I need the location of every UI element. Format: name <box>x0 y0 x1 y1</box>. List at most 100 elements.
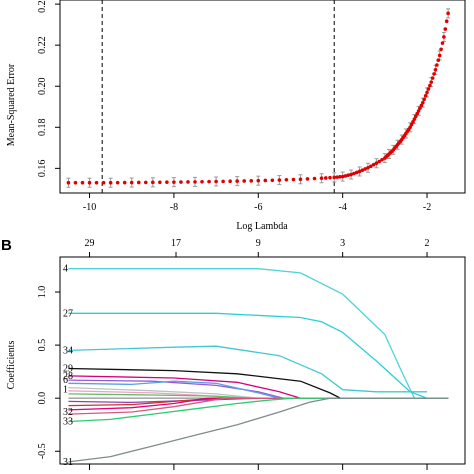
cv-point <box>419 103 424 108</box>
coef-variable-label: 6 <box>63 375 68 386</box>
cv-point <box>368 164 373 169</box>
cv-point <box>338 175 342 179</box>
cv-point <box>435 63 439 67</box>
cv-point <box>108 180 113 185</box>
coef-top-tick-label: 17 <box>171 238 181 249</box>
cv-point <box>129 180 134 185</box>
coef-y-axis-label: Coefficients <box>6 341 17 390</box>
cv-point <box>165 180 169 184</box>
panel-label-b: B <box>1 237 12 254</box>
cv-point <box>411 120 415 124</box>
cv-point <box>409 122 414 127</box>
coef-variable-label: 34 <box>63 345 73 356</box>
cv-point <box>446 11 450 16</box>
cv-y-tick-label: 0.20 <box>37 77 48 95</box>
cv-point <box>284 177 289 182</box>
cv-point <box>425 90 429 95</box>
coef-path <box>68 367 449 399</box>
coef-variable-label: 33 <box>63 417 73 428</box>
cv-x-tick-label: -4 <box>338 202 346 213</box>
coef-x-axis <box>89 464 428 470</box>
cv-point <box>270 178 275 183</box>
cv-point <box>73 180 78 185</box>
coef-top-axis: 29 17 9 3 2 <box>85 238 430 257</box>
cv-point <box>122 180 127 185</box>
coef-top-tick-label: 2 <box>425 238 430 249</box>
cv-y-axis-label: Mean-Squared Error <box>6 63 17 146</box>
cv-point <box>328 175 332 180</box>
cv-point <box>416 109 421 113</box>
cv-point <box>179 180 183 184</box>
cv-point <box>242 179 247 183</box>
cv-y-tick-label: 0.16 <box>37 160 48 178</box>
cv-point <box>143 180 148 185</box>
cv-point <box>298 177 303 182</box>
coef-variable-label: 29 <box>63 363 73 374</box>
cv-point <box>354 170 359 175</box>
coef-y-tick-label: 0.5 <box>37 339 48 352</box>
cv-point <box>235 179 239 183</box>
cv-point <box>335 175 339 179</box>
cv-point <box>413 114 418 119</box>
cv-point <box>436 58 441 63</box>
cv-point <box>312 176 317 181</box>
coef-path <box>68 312 449 399</box>
cv-point <box>305 177 310 181</box>
cv-point <box>115 180 120 185</box>
cv-point <box>263 178 268 183</box>
cv-point <box>408 125 412 130</box>
cv-point <box>363 167 367 171</box>
coef-top-tick-label: 9 <box>256 238 261 249</box>
cv-point <box>66 180 71 185</box>
coef-variable-label: 4 <box>63 264 68 275</box>
cv-point <box>349 172 353 177</box>
cv-point <box>418 106 422 110</box>
cv-plot-frame <box>59 0 466 194</box>
cv-point <box>377 159 382 164</box>
coef-top-tick-label: 29 <box>85 238 95 249</box>
cv-point <box>332 175 337 180</box>
cv-x-tick-label: -2 <box>423 202 431 213</box>
coef-path <box>68 345 427 393</box>
cv-point <box>371 162 376 167</box>
coef-y-tick-label: 1.0 <box>37 286 48 299</box>
cv-point <box>421 100 425 105</box>
coef-y-axis: -0.5 0.0 0.5 1.0 <box>37 286 60 459</box>
cv-point <box>426 87 431 91</box>
cv-point <box>346 173 351 178</box>
cv-x-axis: -10 -8 -6 -4 -2 <box>83 193 431 213</box>
cv-y-tick-label: 0.18 <box>37 119 48 137</box>
cv-error-panel: 0.16 0.18 0.20 0.22 0.24 -10 -8 -6 -4 -2 Mean-Sq… <box>6 0 466 232</box>
cv-point <box>221 179 225 184</box>
cv-point <box>291 177 296 182</box>
cv-point <box>352 171 356 176</box>
cv-y-axis: 0.16 0.18 0.20 0.22 0.24 <box>37 0 60 177</box>
coef-variable-label: 1 <box>63 385 68 396</box>
coef-variable-label: 31 <box>63 457 73 468</box>
cv-point <box>433 68 438 72</box>
cv-point <box>200 179 204 184</box>
cv-point <box>80 180 85 185</box>
cv-point <box>423 94 428 98</box>
cv-point <box>412 117 417 121</box>
cv-point <box>442 35 446 39</box>
cv-point <box>151 180 155 185</box>
cv-point <box>136 180 141 185</box>
cv-point <box>319 176 324 181</box>
cv-point <box>429 80 434 84</box>
cv-point <box>374 161 379 166</box>
cv-point <box>380 158 384 162</box>
cv-point <box>249 179 254 183</box>
cv-point <box>193 180 197 184</box>
cv-y-tick-label: 0.24 <box>37 0 48 13</box>
cv-x-tick-label: -8 <box>170 202 178 213</box>
cv-point <box>323 176 328 180</box>
cv-point <box>340 174 345 179</box>
cv-point <box>428 83 432 88</box>
cv-point <box>207 179 211 184</box>
coef-y-tick-label: 0.0 <box>37 392 48 405</box>
cv-x-axis-label: Log Lambda <box>236 221 288 232</box>
coefficient-path-panel: B 29 17 9 3 2 -0.50.00.51.0 4273429286313332… <box>1 237 466 470</box>
